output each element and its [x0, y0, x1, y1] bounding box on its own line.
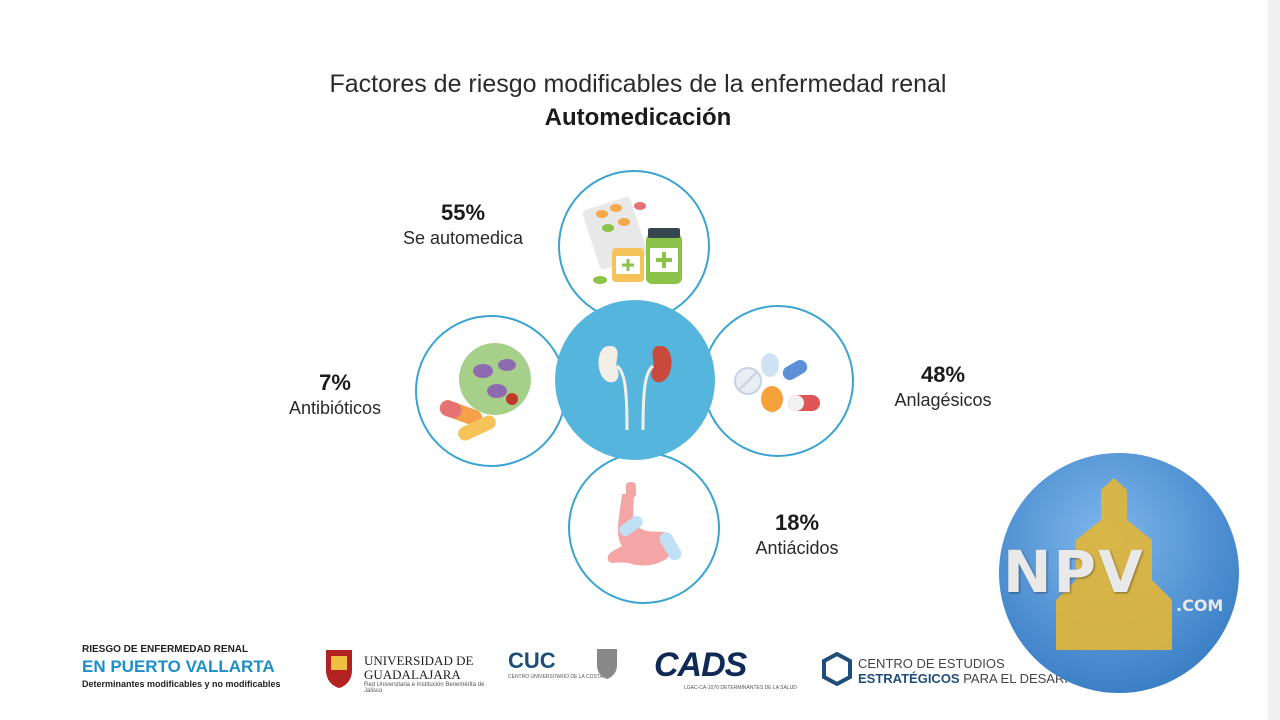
center-circle [555, 300, 715, 460]
rer-line2: EN PUERTO VALLARTA [82, 657, 275, 676]
stat-percent: 7% [319, 370, 351, 395]
medicines-icon [582, 196, 682, 284]
cuc-logo: CUC CENTRO UNIVERSITARIO DE LA COSTA [508, 648, 617, 680]
stat-label: Antiácidos [755, 538, 839, 558]
rer-line1: RIESGO DE ENFERMEDAD RENAL [82, 644, 249, 655]
page-subtitle: Automedicación [544, 104, 732, 131]
stat-percent: 48% [920, 362, 966, 387]
cads-small: LGAC-CA-1070 DETERMINANTES DE LA SALUD [684, 685, 797, 691]
ceed-line1: CENTRO DE ESTUDIOS [858, 656, 1005, 671]
bacteria-pills-icon [439, 343, 531, 441]
page-title: Factores de riesgo modificables de la en… [329, 70, 947, 98]
pills-icon [734, 353, 820, 412]
hexagon-icon [822, 652, 852, 686]
npv-watermark-icon [999, 453, 1239, 693]
rer-logo: RIESGO DE ENFERMEDAD RENAL EN PUERTO VAL… [82, 644, 281, 689]
stat-antiacidos: 18% Antiácidos [722, 510, 872, 559]
cuc-small: CENTRO UNIVERSITARIO DE LA COSTA [508, 674, 603, 680]
stat-label: Antibióticos [288, 398, 382, 418]
cads-name: CADS [654, 646, 747, 684]
udg-line2: GUADALAJARA [364, 667, 461, 682]
stat-automedica: 55% Se automedica [378, 200, 548, 249]
stat-label: Se automedica [402, 228, 524, 248]
udg-line3: Red Universitaria e Institución Beneméri… [364, 682, 485, 694]
stat-percent: 55% [440, 200, 486, 225]
stat-percent: 18% [774, 510, 820, 535]
kidneys-icon [598, 346, 672, 431]
right-edge-strip [1268, 0, 1280, 720]
antiacidos-circle [568, 452, 720, 604]
npv-watermark-suffix: .COM [1176, 596, 1224, 615]
npv-watermark-text: NPV [1003, 538, 1145, 606]
automedica-circle [558, 170, 710, 322]
stomach-icon [607, 482, 682, 566]
cads-logo: CADS LGAC-CA-1070 DETERMINANTES DE LA SA… [654, 646, 797, 691]
antibioticos-circle [415, 315, 567, 467]
udg-line1: UNIVERSIDAD DE [364, 653, 474, 668]
stat-antibioticos: 7% Antibióticos [260, 370, 410, 419]
stat-analgesicos: 48% Anlagésicos [868, 362, 1018, 411]
rer-line3: Determinantes modificables y no modifica… [82, 679, 281, 689]
udg-crest-small-icon [597, 649, 617, 679]
udg-crest-icon [326, 650, 352, 688]
cuc-name: CUC [508, 648, 556, 673]
ceed-line2-bold: ESTRATÉGICOS [858, 671, 960, 686]
stat-label: Anlagésicos [894, 390, 992, 410]
analgesicos-circle [702, 305, 854, 457]
